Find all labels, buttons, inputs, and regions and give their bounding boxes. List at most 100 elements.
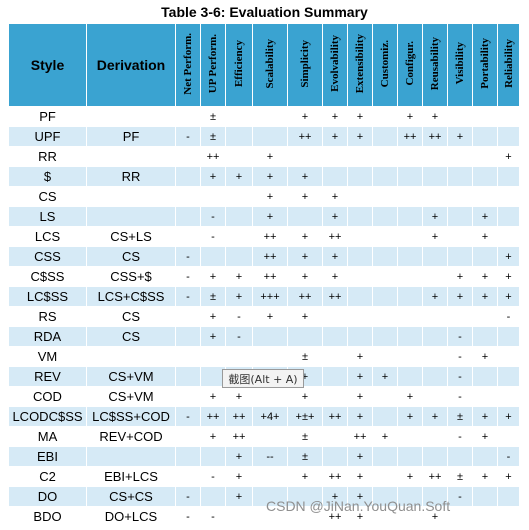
- rating-cell: [472, 166, 498, 187]
- rating-cell: +: [287, 186, 323, 207]
- derivation-cell: REV+COD: [86, 426, 176, 447]
- derivation-cell: [86, 446, 176, 467]
- rating-cell: -: [175, 126, 201, 147]
- rating-cell: -: [200, 466, 226, 487]
- rating-cell: [252, 326, 288, 347]
- derivation-cell: [86, 186, 176, 207]
- rating-cell: +: [422, 106, 448, 127]
- rating-cell: [472, 386, 498, 407]
- rating-cell: +: [347, 406, 373, 427]
- rating-cell: [472, 366, 498, 387]
- rating-cell: +: [322, 246, 348, 267]
- rating-cell: +: [472, 206, 498, 227]
- rating-cell: +: [422, 226, 448, 247]
- rating-cell: +: [225, 486, 253, 507]
- rating-cell: -: [447, 326, 473, 347]
- rating-cell: ±: [200, 106, 226, 127]
- rating-cell: [472, 106, 498, 127]
- column-header: Customiz.: [372, 23, 398, 107]
- rating-cell: +: [322, 206, 348, 227]
- rating-cell: [372, 266, 398, 287]
- table-row: BDO DO+LCS - - ++ + +: [8, 506, 520, 527]
- rating-cell: +: [422, 406, 448, 427]
- rating-cell: [322, 366, 348, 387]
- rating-cell: [472, 506, 498, 527]
- rating-cell: [175, 226, 201, 247]
- rating-cell: +: [287, 306, 323, 327]
- derivation-cell: CS+LS: [86, 226, 176, 247]
- rating-cell: -: [497, 446, 520, 467]
- rating-cell: -: [447, 486, 473, 507]
- style-cell: LC$SS: [8, 286, 87, 307]
- rating-cell: +: [372, 426, 398, 447]
- column-header: Derivation: [86, 23, 176, 107]
- rating-cell: +: [200, 166, 226, 187]
- rating-cell: [397, 186, 423, 207]
- rating-cell: -: [200, 206, 226, 227]
- rating-cell: +: [252, 146, 288, 167]
- column-header: Portability: [472, 23, 498, 107]
- rating-cell: [347, 206, 373, 227]
- rating-cell: -: [175, 266, 201, 287]
- rating-cell: [347, 146, 373, 167]
- rating-cell: [347, 306, 373, 327]
- rating-cell: [497, 326, 520, 347]
- rating-cell: +: [497, 146, 520, 167]
- table-row: C$SS CSS+$ - + + ++ + + + + +: [8, 266, 520, 287]
- column-header: Net Perform.: [175, 23, 201, 107]
- rating-cell: -: [200, 506, 226, 527]
- rating-cell: -: [497, 306, 520, 327]
- rating-cell: ±: [287, 426, 323, 447]
- rating-cell: +: [225, 386, 253, 407]
- rating-cell: ++: [422, 466, 448, 487]
- table-row: C2 EBI+LCS - + + ++ + + ++ ± + +: [8, 466, 520, 487]
- rating-cell: [225, 506, 253, 527]
- rating-cell: [322, 446, 348, 467]
- column-header-label: Configur.: [404, 41, 416, 86]
- rating-cell: +: [397, 406, 423, 427]
- rating-cell: ++: [225, 406, 253, 427]
- rating-cell: [422, 146, 448, 167]
- rating-cell: [252, 506, 288, 527]
- rating-cell: [447, 226, 473, 247]
- rating-cell: +: [347, 346, 373, 367]
- rating-cell: +: [347, 386, 373, 407]
- rating-cell: [397, 446, 423, 467]
- rating-cell: -: [225, 306, 253, 327]
- rating-cell: [397, 366, 423, 387]
- rating-cell: [497, 206, 520, 227]
- rating-cell: +: [397, 466, 423, 487]
- column-header-label: Extensibility: [354, 33, 366, 94]
- rating-cell: [397, 146, 423, 167]
- rating-cell: [252, 386, 288, 407]
- rating-cell: ++: [252, 246, 288, 267]
- rating-cell: [225, 186, 253, 207]
- rating-cell: +: [472, 266, 498, 287]
- rating-cell: +: [287, 226, 323, 247]
- table-row: RS CS + - + + -: [8, 306, 520, 327]
- rating-cell: [322, 346, 348, 367]
- style-cell: PF: [8, 106, 87, 127]
- rating-cell: [372, 246, 398, 267]
- rating-cell: [372, 386, 398, 407]
- rating-cell: [175, 346, 201, 367]
- rating-cell: -: [447, 346, 473, 367]
- rating-cell: +: [472, 466, 498, 487]
- derivation-cell: [86, 106, 176, 127]
- rating-cell: [397, 166, 423, 187]
- style-cell: CSS: [8, 246, 87, 267]
- rating-cell: [447, 206, 473, 227]
- rating-cell: +: [422, 206, 448, 227]
- rating-cell: +: [472, 406, 498, 427]
- rating-cell: [472, 126, 498, 147]
- rating-cell: [497, 166, 520, 187]
- rating-cell: -: [175, 406, 201, 427]
- rating-cell: [372, 346, 398, 367]
- screenshot-tooltip: 截图(Alt + A): [222, 369, 304, 388]
- rating-cell: [497, 126, 520, 147]
- column-header: Reusability: [422, 23, 448, 107]
- rating-cell: [472, 326, 498, 347]
- rating-cell: [175, 466, 201, 487]
- table-row: $ RR + + + +: [8, 166, 520, 187]
- column-header-label: Visibility: [454, 42, 466, 85]
